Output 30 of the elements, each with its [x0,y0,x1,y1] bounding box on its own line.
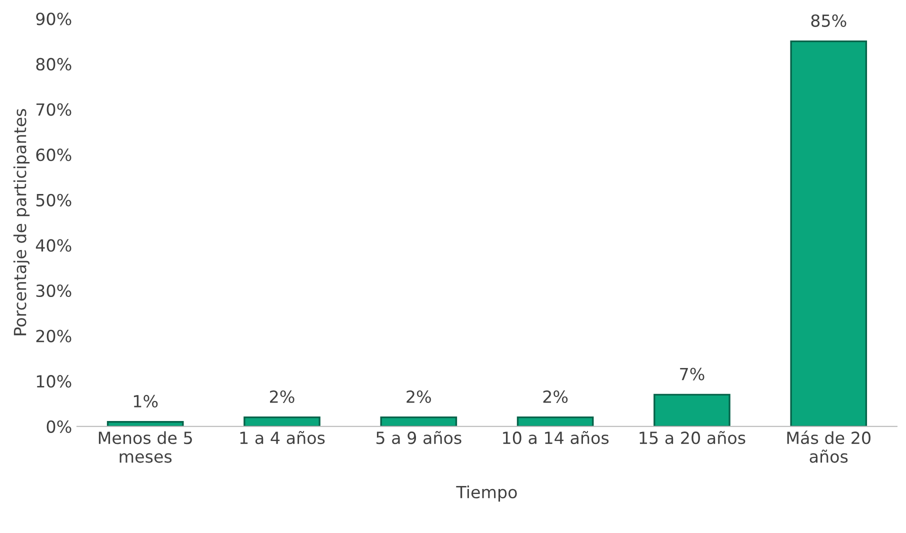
y-tick-label: 20% [36,330,72,342]
bar [380,416,458,426]
y-tick-label: 30% [36,284,72,298]
bar [790,40,868,426]
x-tick-label: Menos de 5 meses [98,431,192,463]
data-label: 85% [811,14,846,27]
x-axis-title: Tiempo [456,486,517,502]
bar [106,421,184,426]
x-tick-label: 15 a 20 años [640,430,746,444]
bar [654,394,730,426]
bar [516,416,594,426]
data-label: 7% [680,368,704,380]
data-label: 2% [543,390,568,403]
y-tick-label: 0% [46,420,72,433]
data-label: 2% [270,390,294,403]
y-tick-label: 70% [36,103,72,116]
y-tick-label: 90% [36,12,72,26]
y-tick-label: 10% [36,375,72,388]
y-tick-label: 50% [36,194,72,206]
x-tick-label: 10 a 14 años [503,430,609,444]
y-tick-label: 80% [36,58,72,71]
y-tick-label: 60% [36,148,72,162]
y-tick-label: 40% [36,239,72,252]
y-axis-title: Porcentaje de participantes [13,109,30,336]
data-label: 1% [134,394,158,408]
x-tick-label: Más de 20 años [787,430,870,463]
data-label: 2% [406,390,431,403]
bar [244,416,320,426]
x-tick-label: 1 a 4 años [240,430,325,444]
x-tick-label: 5 a 9 años [376,430,462,444]
